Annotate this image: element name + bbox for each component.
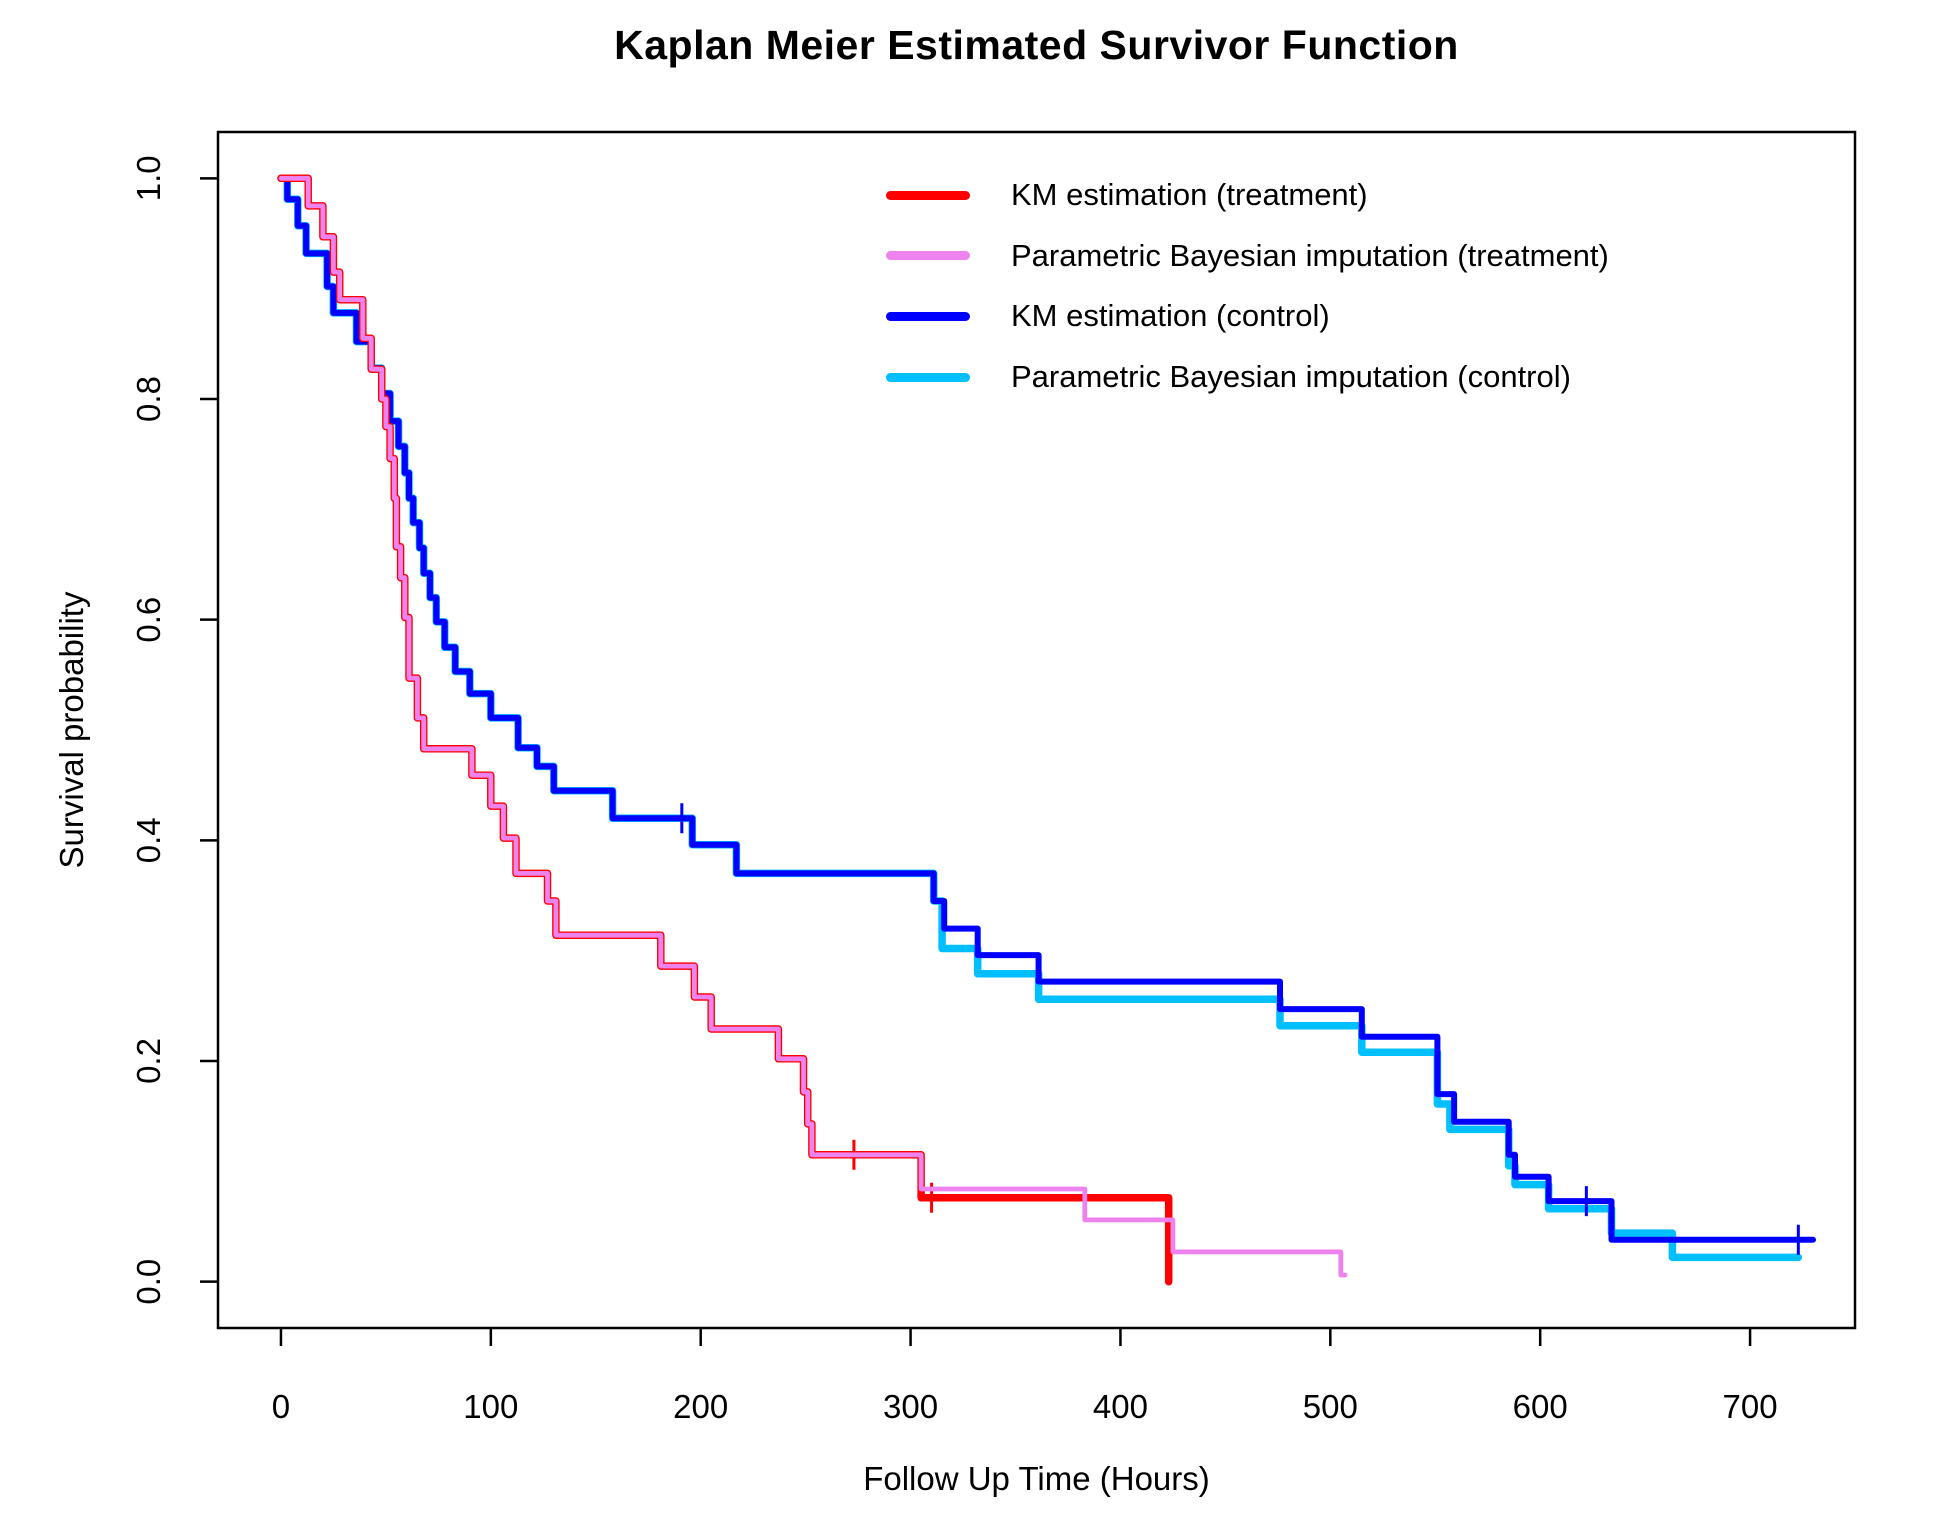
x-tick-label: 700 — [1723, 1388, 1778, 1425]
x-tick-label: 100 — [463, 1388, 518, 1425]
x-tick-label: 200 — [673, 1388, 728, 1425]
y-tick-label: 1.0 — [130, 155, 167, 201]
legend-label: Parametric Bayesian imputation (treatmen… — [1011, 237, 1609, 273]
y-tick-label: 0.8 — [130, 376, 167, 422]
x-tick-label: 400 — [1093, 1388, 1148, 1425]
x-tick-label: 0 — [272, 1388, 290, 1425]
x-tick-label: 300 — [883, 1388, 938, 1425]
x-tick-label: 600 — [1513, 1388, 1568, 1425]
survival-curve-1 — [278, 175, 1348, 1278]
y-tick-label: 0.4 — [130, 817, 167, 863]
legend-label: Parametric Bayesian imputation (control) — [1011, 359, 1571, 395]
censor-mark — [1786, 1224, 1811, 1255]
legend: KM estimation (treatment) Parametric Bay… — [886, 165, 1609, 407]
legend-label: KM estimation (treatment) — [1011, 177, 1368, 213]
x-tick-label: 500 — [1303, 1388, 1358, 1425]
y-tick-label: 0.2 — [130, 1038, 167, 1084]
y-tick-label: 0.0 — [130, 1259, 167, 1305]
x-axis-title: Follow Up Time (Hours) — [863, 1460, 1210, 1497]
legend-line-swatch — [886, 251, 970, 261]
censor-mark — [669, 803, 694, 834]
legend-item-km-treatment: KM estimation (treatment) — [886, 165, 1609, 226]
legend-line-swatch — [886, 372, 970, 382]
legend-label: KM estimation (control) — [1011, 298, 1330, 334]
plot-area — [216, 130, 1857, 1330]
legend-item-imputation-control: Parametric Bayesian imputation (control) — [886, 347, 1609, 408]
legend-line-swatch — [886, 190, 970, 200]
legend-line-swatch — [886, 311, 970, 321]
legend-item-imputation-treatment: Parametric Bayesian imputation (treatmen… — [886, 226, 1609, 287]
y-tick-label: 0.6 — [130, 597, 167, 643]
chart-title: Kaplan Meier Estimated Survivor Function — [614, 22, 1459, 68]
y-axis-title: Survival probability — [53, 591, 90, 869]
censor-mark — [1574, 1186, 1599, 1217]
legend-item-km-control: KM estimation (control) — [886, 286, 1609, 347]
